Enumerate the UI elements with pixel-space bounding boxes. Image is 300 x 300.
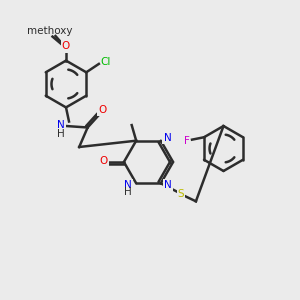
Text: Cl: Cl bbox=[100, 57, 111, 68]
Text: N: N bbox=[164, 133, 171, 143]
Text: methoxy: methoxy bbox=[27, 26, 73, 36]
Text: O: O bbox=[98, 105, 106, 116]
Text: F: F bbox=[184, 136, 190, 146]
Text: N: N bbox=[164, 133, 171, 143]
Text: N: N bbox=[57, 120, 64, 130]
Text: N: N bbox=[164, 180, 172, 190]
Text: H: H bbox=[57, 129, 64, 140]
Text: S: S bbox=[178, 189, 184, 200]
Text: O: O bbox=[100, 156, 108, 166]
Text: O: O bbox=[62, 41, 70, 52]
Text: H: H bbox=[124, 187, 132, 197]
Text: N: N bbox=[124, 180, 132, 190]
